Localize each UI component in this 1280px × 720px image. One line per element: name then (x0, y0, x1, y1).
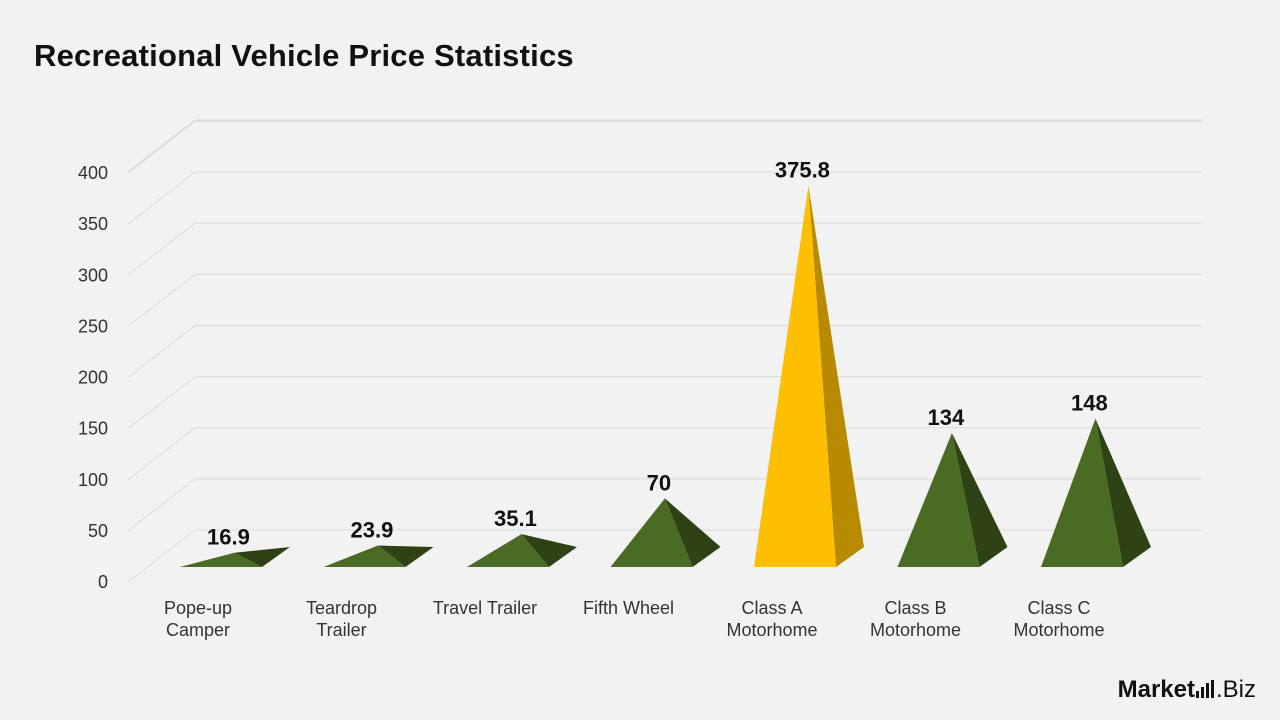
gridline-depth (127, 478, 196, 532)
x-tick-label-line: Camper (166, 620, 230, 640)
gridline-depth (127, 120, 196, 174)
pyramid-front-face (754, 185, 836, 567)
data-label: 134 (928, 405, 965, 430)
data-label: 70 (647, 470, 671, 495)
brand-logo: Market .Biz (1118, 676, 1256, 704)
x-tick-label-line: Teardrop (306, 598, 377, 618)
x-tick-label-line: Trailer (316, 620, 366, 640)
pyramid-bar (467, 534, 577, 567)
data-label: 148 (1071, 391, 1108, 416)
x-tick-label-line: Fifth Wheel (583, 598, 674, 618)
x-tick-label: Fifth Wheel (583, 598, 674, 618)
y-tick-label: 100 (78, 470, 108, 490)
data-labels: 16.9 23.9 35.1 70 375.8 134 148 (207, 158, 1108, 550)
gridline-depth (127, 427, 196, 481)
y-tick-label: 400 (78, 163, 108, 183)
data-label: 16.9 (207, 525, 250, 550)
pyramid-side-face (521, 534, 577, 567)
x-tick-label-line: Motorhome (1013, 620, 1104, 640)
pyramid-bar (754, 185, 864, 567)
x-tick-label: Pope-up Camper (164, 598, 232, 640)
data-label: 375.8 (775, 158, 830, 183)
pyramid-bar (897, 432, 1008, 567)
x-tick-label-line: Class B (884, 598, 946, 618)
data-label: 23.9 (350, 518, 393, 543)
y-tick-label: 50 (88, 521, 108, 541)
pyramid-bar (323, 545, 434, 567)
x-tick-label-line: Pope-up (164, 598, 232, 618)
brand-suffix: .Biz (1215, 676, 1256, 703)
pyramid-front-face (180, 552, 262, 567)
gridline-depth (127, 376, 196, 430)
x-tick-label-line: Travel Trailer (433, 598, 537, 618)
pyramid-front-face (467, 534, 549, 567)
gridline-depth (127, 529, 196, 583)
brand-name: Market (1117, 676, 1195, 703)
y-tick-label: 200 (78, 368, 108, 388)
data-label: 35.1 (494, 506, 537, 531)
pyramid-bar (180, 547, 290, 567)
y-tick-label: 250 (78, 316, 108, 336)
x-tick-label: Teardrop Trailer (306, 598, 377, 640)
bars-logo-icon (1195, 680, 1214, 698)
pyramid-side-face (951, 432, 1008, 567)
y-tick-label: 350 (78, 214, 108, 234)
pyramid-front-face (1041, 418, 1123, 567)
pyramid-front-face (323, 545, 406, 567)
x-tick-label-line: Motorhome (870, 620, 961, 640)
bars (180, 185, 1151, 567)
x-tick-label: Class B Motorhome (870, 598, 961, 640)
pyramid-side-face (377, 545, 434, 567)
gridline-depth (127, 171, 196, 225)
x-tick-label-line: Class A (741, 598, 802, 618)
y-tick-label: 300 (78, 265, 108, 285)
pyramid-side-face (808, 185, 864, 567)
y-tick-label: 0 (98, 572, 108, 592)
gridline-depth (127, 273, 196, 327)
gridline-depth (127, 119, 196, 173)
pyramid-front-face (610, 498, 693, 567)
pyramid-front-face (897, 432, 980, 567)
x-axis: Pope-up Camper Teardrop Trailer Travel Trail… (164, 598, 1105, 640)
y-tick-label: 150 (78, 419, 108, 439)
gridline-depth (127, 325, 196, 378)
pyramid-side-face (234, 547, 290, 567)
x-tick-label-line: Class C (1027, 598, 1090, 618)
chart-title: Recreational Vehicle Price Statistics (34, 38, 574, 73)
x-tick-label: Class A Motorhome (726, 598, 817, 640)
pyramid-side-face (1095, 418, 1151, 567)
x-tick-label: Class C Motorhome (1013, 598, 1104, 640)
x-tick-label: Travel Trailer (433, 598, 537, 618)
x-tick-label-line: Motorhome (726, 620, 817, 640)
pyramid-side-face (664, 498, 721, 567)
pyramid-bar (610, 498, 721, 567)
pyramid-bar (1041, 418, 1151, 567)
gridline-depth (127, 222, 196, 276)
y-axis: 0 50 100 150 200 250 300 350 400 (78, 163, 108, 592)
